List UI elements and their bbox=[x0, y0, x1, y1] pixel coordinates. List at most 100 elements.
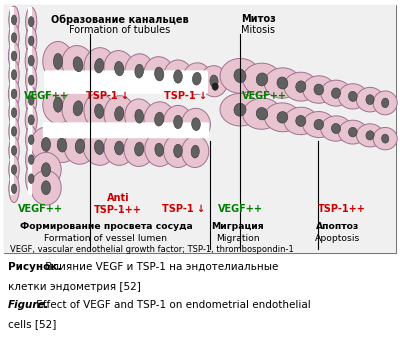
Ellipse shape bbox=[54, 53, 62, 69]
Ellipse shape bbox=[28, 75, 34, 85]
Ellipse shape bbox=[95, 58, 104, 73]
Ellipse shape bbox=[284, 107, 318, 135]
Ellipse shape bbox=[338, 120, 367, 144]
Ellipse shape bbox=[164, 134, 192, 168]
Ellipse shape bbox=[303, 112, 335, 138]
Bar bbox=[4, 5, 396, 253]
Ellipse shape bbox=[31, 152, 61, 187]
Ellipse shape bbox=[73, 57, 83, 72]
Ellipse shape bbox=[43, 86, 73, 123]
Ellipse shape bbox=[243, 63, 281, 96]
Ellipse shape bbox=[321, 80, 351, 106]
Ellipse shape bbox=[264, 103, 300, 132]
Ellipse shape bbox=[104, 131, 134, 165]
Ellipse shape bbox=[28, 174, 34, 183]
Ellipse shape bbox=[155, 112, 164, 126]
Ellipse shape bbox=[115, 141, 124, 155]
Ellipse shape bbox=[212, 83, 218, 90]
Ellipse shape bbox=[200, 66, 228, 97]
Ellipse shape bbox=[42, 163, 50, 177]
Ellipse shape bbox=[174, 116, 182, 129]
Ellipse shape bbox=[182, 136, 209, 168]
Text: TSP-1++: TSP-1++ bbox=[318, 204, 366, 214]
Ellipse shape bbox=[12, 33, 17, 42]
Text: VEGF, vascular endothelial growth factor; TSP-1, thrombospondin-1: VEGF, vascular endothelial growth factor… bbox=[10, 245, 294, 254]
Text: Образование канальцев: Образование канальцев bbox=[51, 14, 189, 25]
Ellipse shape bbox=[12, 165, 17, 174]
Ellipse shape bbox=[284, 72, 318, 101]
Ellipse shape bbox=[9, 60, 19, 89]
Text: Effect of VEGF and TSP-1 on endometrial endothelial: Effect of VEGF and TSP-1 on endometrial … bbox=[33, 300, 310, 310]
Ellipse shape bbox=[234, 103, 246, 116]
Ellipse shape bbox=[73, 101, 83, 116]
Ellipse shape bbox=[31, 170, 61, 205]
Ellipse shape bbox=[83, 129, 115, 165]
Ellipse shape bbox=[220, 93, 260, 126]
Ellipse shape bbox=[174, 144, 182, 157]
Ellipse shape bbox=[42, 138, 50, 151]
Ellipse shape bbox=[382, 98, 389, 108]
Bar bbox=[4, 5, 396, 253]
Ellipse shape bbox=[46, 128, 78, 162]
Ellipse shape bbox=[338, 84, 367, 109]
Ellipse shape bbox=[12, 146, 17, 155]
Text: Влияние VEGF и TSP-1 на эндотелиальные: Влияние VEGF и TSP-1 на эндотелиальные bbox=[42, 262, 278, 272]
Ellipse shape bbox=[9, 6, 19, 34]
Text: Anti
TSP-1++: Anti TSP-1++ bbox=[94, 193, 142, 215]
Ellipse shape bbox=[296, 81, 306, 92]
Ellipse shape bbox=[256, 108, 268, 120]
Ellipse shape bbox=[28, 55, 34, 66]
Text: Mitosis: Mitosis bbox=[241, 25, 275, 35]
Ellipse shape bbox=[28, 135, 34, 144]
Ellipse shape bbox=[135, 142, 144, 156]
Ellipse shape bbox=[356, 124, 384, 147]
Text: Apoptosis: Apoptosis bbox=[315, 234, 361, 243]
Ellipse shape bbox=[31, 127, 61, 162]
FancyBboxPatch shape bbox=[44, 70, 208, 94]
Text: VEGF++: VEGF++ bbox=[24, 91, 68, 101]
Ellipse shape bbox=[366, 131, 374, 140]
Ellipse shape bbox=[42, 181, 50, 195]
Ellipse shape bbox=[210, 75, 218, 87]
Ellipse shape bbox=[25, 45, 37, 76]
Ellipse shape bbox=[28, 36, 34, 45]
Text: Figure.: Figure. bbox=[8, 300, 50, 310]
Ellipse shape bbox=[174, 70, 182, 83]
Text: VEGF++: VEGF++ bbox=[18, 204, 62, 214]
Ellipse shape bbox=[135, 109, 144, 123]
Bar bbox=[28, 7, 32, 195]
Ellipse shape bbox=[155, 67, 164, 81]
Text: cells [52]: cells [52] bbox=[8, 319, 56, 330]
Text: VEGF++: VEGF++ bbox=[218, 204, 262, 214]
Ellipse shape bbox=[234, 69, 246, 83]
Ellipse shape bbox=[28, 17, 34, 27]
Ellipse shape bbox=[57, 138, 67, 152]
Ellipse shape bbox=[12, 70, 17, 80]
Ellipse shape bbox=[104, 51, 134, 87]
Ellipse shape bbox=[220, 58, 260, 93]
Ellipse shape bbox=[182, 63, 211, 95]
Text: клетки эндометрия [52]: клетки эндометрия [52] bbox=[8, 282, 141, 292]
Ellipse shape bbox=[26, 87, 37, 114]
Ellipse shape bbox=[26, 126, 37, 153]
Ellipse shape bbox=[366, 95, 374, 105]
Ellipse shape bbox=[64, 128, 96, 164]
Text: TSP-1 ↓: TSP-1 ↓ bbox=[162, 204, 206, 214]
Ellipse shape bbox=[28, 155, 34, 164]
Ellipse shape bbox=[264, 68, 300, 98]
Text: Formation of vessel lumen: Formation of vessel lumen bbox=[44, 234, 168, 243]
Ellipse shape bbox=[9, 137, 19, 164]
Ellipse shape bbox=[135, 64, 144, 78]
Ellipse shape bbox=[30, 49, 33, 153]
Text: Migration: Migration bbox=[216, 234, 260, 243]
Text: TSP-1 ↓: TSP-1 ↓ bbox=[164, 91, 208, 101]
Ellipse shape bbox=[356, 87, 384, 112]
Ellipse shape bbox=[26, 146, 37, 173]
Ellipse shape bbox=[9, 156, 19, 183]
Ellipse shape bbox=[332, 123, 340, 134]
Ellipse shape bbox=[192, 72, 201, 85]
Ellipse shape bbox=[26, 66, 37, 95]
Ellipse shape bbox=[12, 15, 17, 25]
Ellipse shape bbox=[348, 127, 357, 137]
Ellipse shape bbox=[25, 105, 37, 134]
